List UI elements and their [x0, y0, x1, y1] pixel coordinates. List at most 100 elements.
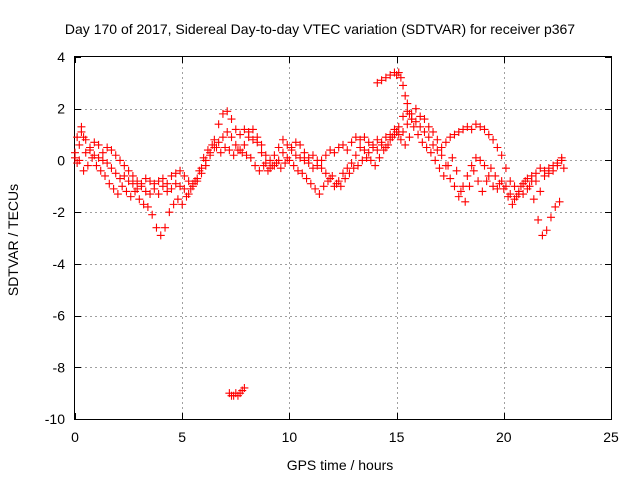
data-point	[546, 213, 555, 222]
data-point	[334, 177, 343, 186]
data-point	[362, 153, 371, 162]
data-point	[133, 184, 142, 193]
data-point	[180, 171, 189, 180]
data-point	[146, 190, 155, 199]
data-point	[311, 184, 320, 193]
data-point	[231, 125, 240, 134]
data-point	[510, 195, 519, 204]
x-tick-label: 10	[282, 429, 298, 445]
data-point	[171, 179, 180, 188]
data-point	[396, 135, 405, 144]
y-tick-labels: -10 -8 -6 -4 -2 0 2 4	[45, 49, 65, 427]
data-point	[167, 171, 176, 180]
data-point	[227, 115, 236, 124]
data-point	[197, 164, 206, 173]
data-point	[126, 192, 135, 201]
series-track-b	[71, 122, 564, 240]
data-point	[266, 156, 275, 165]
data-point	[223, 107, 232, 116]
data-point	[105, 179, 114, 188]
data-point	[326, 146, 335, 155]
data-point	[148, 210, 157, 219]
data-point	[394, 68, 403, 77]
data-point	[116, 156, 125, 165]
data-point	[454, 192, 463, 201]
data-point	[540, 171, 549, 180]
data-point	[536, 187, 545, 196]
data-point	[163, 187, 172, 196]
data-point	[289, 161, 298, 170]
data-point	[441, 138, 450, 147]
data-point	[107, 164, 116, 173]
data-point	[156, 231, 165, 240]
data-point	[193, 174, 202, 183]
data-point	[474, 177, 483, 186]
data-point	[321, 169, 330, 178]
data-point	[296, 140, 305, 149]
data-point	[471, 153, 480, 162]
grid-lines	[75, 57, 611, 419]
data-point	[437, 151, 446, 160]
data-point	[347, 138, 356, 147]
data-point	[261, 151, 270, 160]
data-point	[188, 182, 197, 191]
data-point	[101, 171, 110, 180]
y-tick-label: -2	[53, 204, 66, 220]
data-point	[109, 184, 118, 193]
data-point	[360, 133, 369, 142]
data-point	[484, 130, 493, 139]
data-point	[111, 169, 120, 178]
x-tick-label: 25	[603, 429, 619, 445]
data-point	[253, 138, 262, 147]
data-point	[139, 200, 148, 209]
data-point	[122, 187, 131, 196]
data-point	[81, 135, 90, 144]
data-point	[223, 127, 232, 136]
data-point	[246, 153, 255, 162]
data-point	[489, 182, 498, 191]
data-point	[229, 151, 238, 160]
data-point	[146, 177, 155, 186]
y-axis-label: SDTVAR / TECUs	[5, 184, 21, 296]
data-point	[315, 190, 324, 199]
data-point	[96, 166, 105, 175]
data-point	[557, 156, 566, 165]
data-point	[377, 138, 386, 147]
data-point	[171, 169, 180, 178]
data-point	[463, 171, 472, 180]
data-point	[163, 179, 172, 188]
data-point	[381, 143, 390, 152]
data-point	[274, 143, 283, 152]
data-point	[304, 153, 313, 162]
data-point	[519, 179, 528, 188]
data-point	[525, 182, 534, 191]
data-point	[553, 159, 562, 168]
data-point	[98, 148, 107, 157]
data-point	[308, 151, 317, 160]
data-point	[386, 135, 395, 144]
data-point	[420, 127, 429, 136]
data-point	[291, 151, 300, 160]
data-point	[169, 200, 178, 209]
data-point	[467, 161, 476, 170]
data-point	[403, 120, 412, 129]
chart-title: Day 170 of 2017, Sidereal Day-to-day VTE…	[65, 21, 575, 37]
x-tick-label: 5	[178, 429, 186, 445]
data-point	[165, 208, 174, 217]
data-point	[454, 127, 463, 136]
data-point	[403, 99, 412, 108]
data-point	[431, 156, 440, 165]
data-point	[463, 122, 472, 131]
data-point	[542, 226, 551, 235]
data-point	[94, 140, 103, 149]
data-point	[330, 182, 339, 191]
data-point	[281, 159, 290, 168]
series-track-c	[73, 104, 568, 204]
data-point	[240, 140, 249, 149]
data-point	[83, 161, 92, 170]
data-point	[141, 174, 150, 183]
data-point	[257, 148, 266, 157]
data-point	[390, 130, 399, 139]
data-point	[158, 174, 167, 183]
series-track-d	[373, 68, 416, 124]
